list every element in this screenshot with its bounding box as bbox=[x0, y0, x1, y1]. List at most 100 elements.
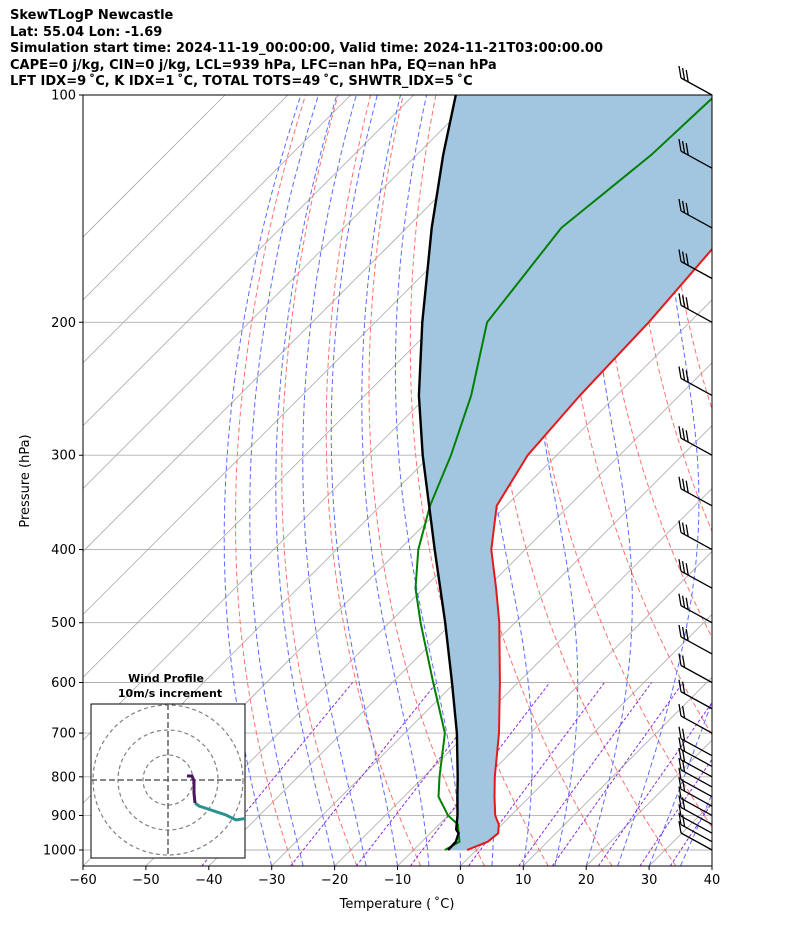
x-tick-label: −30 bbox=[258, 873, 285, 888]
moist-adiabat bbox=[680, 793, 712, 866]
temperature-line bbox=[466, 247, 712, 851]
isotherm-line bbox=[460, 613, 712, 866]
y-tick-label: 800 bbox=[51, 770, 76, 785]
wind-barb bbox=[678, 653, 713, 684]
isotherm-line bbox=[775, 95, 794, 866]
x-tick-label: −60 bbox=[69, 873, 96, 888]
mixing-ratio-line bbox=[518, 682, 653, 866]
moist-adiabat bbox=[617, 95, 700, 866]
mixing-ratio-line bbox=[409, 682, 551, 866]
wind-barb bbox=[678, 366, 713, 397]
isotherm-line bbox=[397, 550, 712, 866]
moist-adiabat bbox=[223, 95, 302, 866]
chart-title: SkewTLogP Newcastle bbox=[10, 8, 174, 23]
x-tick-label: −50 bbox=[132, 873, 159, 888]
dry-adiabat bbox=[762, 95, 794, 866]
hodograph-plot bbox=[91, 704, 245, 858]
hodograph-trace-low bbox=[194, 801, 245, 822]
y-axis-label: Pressure (hPa) bbox=[18, 434, 33, 527]
y-tick-label: 100 bbox=[51, 89, 76, 104]
wind-barb bbox=[678, 426, 713, 456]
x-tick-label: 10 bbox=[515, 873, 532, 888]
isotherm-line bbox=[145, 299, 712, 866]
dewpoint-line bbox=[414, 96, 712, 851]
y-tick-label: 500 bbox=[51, 616, 76, 631]
wind-barb bbox=[678, 293, 713, 323]
isotherm-line bbox=[523, 676, 712, 866]
x-tick-label: 0 bbox=[456, 873, 464, 888]
isotherm-line bbox=[271, 425, 712, 866]
location-line: Lat: 55.04 Lon: -1.69 bbox=[10, 24, 163, 40]
x-axis-label: Temperature ( ˚C) bbox=[339, 896, 455, 912]
y-tick-label: 900 bbox=[51, 809, 76, 824]
isotherm-line bbox=[83, 95, 226, 238]
isotherm-line bbox=[83, 95, 289, 301]
isotherm-line bbox=[83, 95, 477, 490]
wind-barb bbox=[678, 520, 713, 551]
moist-adiabat bbox=[361, 95, 430, 866]
moist-adiabat bbox=[585, 95, 633, 866]
isotherm-line bbox=[711, 865, 712, 866]
wind-barb bbox=[678, 767, 713, 798]
wind-barb bbox=[678, 757, 713, 788]
parcel-line bbox=[417, 95, 460, 851]
isotherm-line bbox=[83, 95, 414, 427]
wind-barb bbox=[678, 476, 713, 507]
wind-barb bbox=[678, 747, 713, 778]
wind-barb bbox=[678, 737, 713, 767]
wind-barb bbox=[678, 249, 713, 280]
mixing-ratio-line bbox=[551, 682, 684, 866]
isotherm-line bbox=[83, 95, 352, 364]
moist-adiabat bbox=[711, 864, 712, 866]
moist-adiabat bbox=[394, 95, 461, 866]
dry-adiabat bbox=[561, 95, 712, 736]
moist-adiabat bbox=[275, 95, 338, 866]
hodograph-subtitle: 10m/s increment bbox=[118, 687, 222, 700]
x-tick-label: 20 bbox=[578, 873, 595, 888]
moist-adiabat bbox=[249, 95, 319, 866]
stability-line: CAPE=0 j/kg, CIN=0 j/kg, LCL=939 hPa, LF… bbox=[10, 57, 497, 73]
hodograph-trace-high bbox=[187, 774, 197, 804]
mixing-ratio-line bbox=[290, 682, 438, 866]
y-tick-label: 400 bbox=[51, 543, 76, 558]
isotherm-line bbox=[83, 95, 540, 553]
dry-adiabat bbox=[663, 95, 712, 411]
mixing-ratio-line bbox=[355, 682, 500, 866]
wind-barb bbox=[678, 804, 713, 834]
y-tick-label: 600 bbox=[51, 676, 76, 691]
wind-barb bbox=[678, 65, 713, 96]
y-tick-label: 200 bbox=[51, 316, 76, 331]
wind-barb bbox=[678, 139, 713, 169]
mixing-ratio-line bbox=[597, 701, 712, 866]
chart-header: SkewTLogP Newcastle Lat: 55.04 Lon: -1.6… bbox=[10, 8, 603, 91]
x-tick-label: −40 bbox=[195, 873, 222, 888]
wind-barb bbox=[678, 820, 713, 851]
x-tick-label: −20 bbox=[321, 873, 348, 888]
y-tick-label: 1000 bbox=[43, 844, 76, 859]
dry-adiabat bbox=[281, 95, 358, 866]
wind-barb bbox=[678, 786, 713, 817]
wind-barb bbox=[678, 726, 713, 757]
x-tick-label: −10 bbox=[384, 873, 411, 888]
mixing-ratio-line bbox=[639, 758, 712, 866]
wind-barb bbox=[678, 593, 713, 624]
x-tick-label: 30 bbox=[641, 873, 658, 888]
y-tick-label: 300 bbox=[51, 449, 76, 464]
wind-barb bbox=[678, 624, 713, 655]
dry-adiabat bbox=[729, 95, 794, 866]
cin-shaded-area bbox=[418, 95, 712, 850]
wind-barb bbox=[678, 679, 713, 710]
wind-barb bbox=[678, 703, 713, 734]
dry-adiabat bbox=[596, 95, 712, 639]
moist-adiabat bbox=[302, 95, 367, 866]
wind-barb bbox=[678, 198, 713, 229]
moist-adiabat bbox=[648, 699, 712, 866]
y-tick-label: 700 bbox=[51, 727, 76, 742]
moist-adiabat bbox=[330, 95, 398, 866]
index-line: LFT IDX=9 ˚C, K IDX=1 ˚C, TOTAL TOTS=49 … bbox=[10, 74, 473, 89]
x-tick-label: 40 bbox=[704, 873, 721, 888]
wind-barb bbox=[678, 559, 713, 589]
time-line: Simulation start time: 2024-11-19_00:00:… bbox=[10, 41, 603, 56]
hodograph-title: Wind Profile bbox=[128, 672, 204, 685]
